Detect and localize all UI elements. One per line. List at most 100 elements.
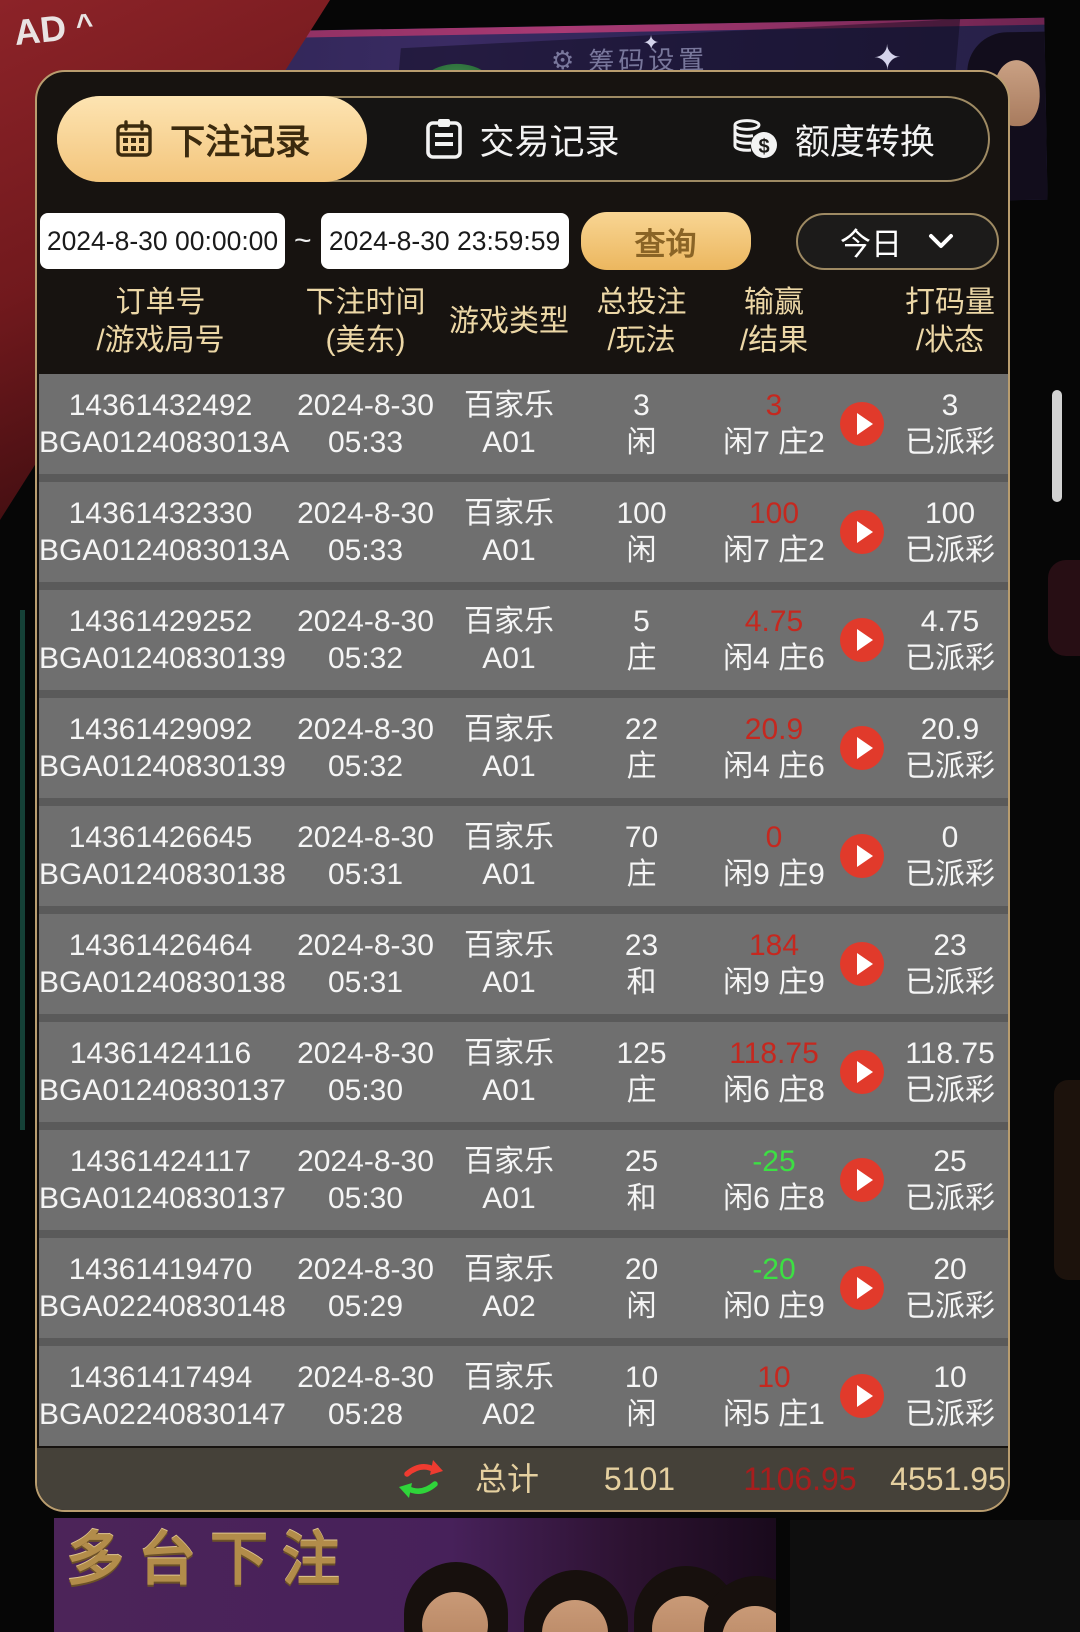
bet-time-cell: 2024-8-30 05:33 [297,389,434,459]
background-panel [790,1520,1080,1632]
wager-status-cell: 4.75 已派彩 [905,605,995,675]
person-photo [704,1576,776,1632]
calendar-icon [116,120,152,157]
wager-status-cell: 20.9 已派彩 [905,713,995,783]
total-bet: 5101 [603,1460,676,1497]
winloss-result-cell: 3 闲7 庄2 [723,389,825,459]
winloss-result-cell: 184 闲9 庄9 [723,929,825,999]
date-to-input[interactable] [320,213,569,269]
replay-button[interactable] [840,1374,884,1418]
wager-status-cell: 20 已派彩 [905,1253,995,1323]
bet-play-cell: 20 闲 [624,1253,659,1323]
wager-status-cell: 100 已派彩 [905,497,995,567]
order-round-cell: 14361419470 BGA02240830148 [39,1253,286,1323]
bet-play-cell: 22 庄 [624,713,659,783]
background-sliver [20,610,25,1130]
totals-row: 总计 5101 1106.95 4551.95 [37,1448,1008,1510]
range-selected-value: 今日 [840,226,903,262]
replay-button[interactable] [840,942,884,986]
replay-cell [834,402,890,446]
tab-bet-records[interactable]: 下注记录 [57,96,368,182]
wager-status-cell: 3 已派彩 [905,389,995,459]
winloss-result-cell: -20 闲0 庄9 [723,1253,825,1323]
bet-time-cell: 2024-8-30 05:28 [297,1361,434,1431]
bet-play-cell: 23 和 [624,929,659,999]
wager-status-cell: 118.75 已派彩 [905,1037,995,1107]
table-row: 14361429092 BGA01240830139 2024-8-30 05:32… [39,698,1008,798]
query-button[interactable]: 查询 [580,212,751,270]
col-header-bet: 总投注/玩法 [596,286,687,357]
replay-cell [834,1374,890,1418]
game-type-cell: 百家乐A01 [464,1145,554,1215]
total-wager: 4551.95 [890,1460,1006,1497]
game-type-cell: 百家乐A01 [464,929,554,999]
table-row: 14361432492 BGA0124083013A 2024-8-30 05:33… [39,374,1008,474]
table-row: 14361424116 BGA01240830137 2024-8-30 05:30… [39,1022,1008,1122]
bet-time-cell: 2024-8-30 05:32 [297,713,434,783]
tab-label: 交易记录 [479,122,620,162]
winloss-result-cell: 0 闲9 庄9 [723,821,825,891]
sparkle-icon: ✦ [642,32,660,55]
bet-time-cell: 2024-8-30 05:30 [297,1145,434,1215]
replay-button[interactable] [840,834,884,878]
winloss-result-cell: 100 闲7 庄2 [723,497,825,567]
table-header: 订单号/游戏局号 下注时间 (美东) 游戏类型 总投注/玩法 输赢/结果 打码量 /… [39,284,1008,360]
replay-cell [834,1266,890,1310]
winloss-result-cell: 4.75 闲4 庄6 [723,605,825,675]
refresh-icon[interactable] [399,1458,443,1500]
bet-play-cell: 10 闲 [624,1361,659,1431]
winloss-result-cell: -25 闲6 庄8 [723,1145,825,1215]
bet-play-cell: 100 闲 [616,497,667,567]
svg-text:$: $ [758,136,769,158]
tab-label: 额度转换 [794,122,935,162]
replay-cell [834,1050,890,1094]
wager-status-cell: 0 已派彩 [905,821,995,891]
tab-quota-transfer[interactable]: $ 额度转换 [678,98,988,180]
background-sliver [1054,1080,1080,1280]
tab-transaction-records[interactable]: 交易记录 [367,98,677,180]
replay-cell [834,834,890,878]
replay-button[interactable] [840,402,884,446]
total-label: 总计 [474,1460,539,1497]
order-round-cell: 14361426645 BGA01240830138 [39,821,286,891]
col-header-winloss: 输赢/结果 [739,286,809,357]
winloss-result-cell: 20.9 闲4 庄6 [723,713,825,783]
collapse-caret-icon[interactable]: ^ [74,7,95,43]
col-header-game: 游戏类型 [449,305,569,338]
table-row: 14361417494 BGA02240830147 2024-8-30 05:28… [39,1346,1008,1446]
replay-button[interactable] [840,1266,884,1310]
order-round-cell: 14361432330 BGA0124083013A [39,497,290,567]
tab-label: 下注记录 [170,122,311,162]
col-header-spacer [834,284,890,360]
replay-button[interactable] [840,510,884,554]
winloss-result-cell: 118.75 闲6 庄8 [723,1037,825,1107]
order-round-cell: 14361424116 BGA01240830137 [39,1037,286,1107]
bet-play-cell: 25 和 [624,1145,659,1215]
bet-time-cell: 2024-8-30 05:30 [297,1037,434,1107]
page-scrollbar[interactable] [1052,390,1062,502]
table-row: 14361419470 BGA02240830148 2024-8-30 05:29… [39,1238,1008,1338]
bottom-banner-title: 多台下注 [66,1527,355,1592]
replay-cell [834,726,890,770]
game-type-cell: 百家乐A01 [464,389,554,459]
replay-button[interactable] [840,618,884,662]
game-type-cell: 百家乐A01 [464,713,554,783]
ad-badge[interactable]: AD [12,6,69,54]
bet-play-cell: 125 庄 [616,1037,667,1107]
date-from-input[interactable] [40,213,285,269]
bet-time-cell: 2024-8-30 05:31 [297,929,434,999]
person-photo [524,1570,628,1632]
bet-time-cell: 2024-8-30 05:29 [297,1253,434,1323]
replay-cell [834,618,890,662]
date-range-select[interactable]: 今日 [795,212,999,270]
winloss-result-cell: 10 闲5 庄1 [723,1361,825,1431]
replay-button[interactable] [840,1158,884,1202]
table-row: 14361426645 BGA01240830138 2024-8-30 05:31… [39,806,1008,906]
replay-button[interactable] [840,726,884,770]
col-header-time: 下注时间 (美东) [305,286,426,357]
replay-button[interactable] [840,1050,884,1094]
col-header-order: 订单号/游戏局号 [96,286,225,357]
